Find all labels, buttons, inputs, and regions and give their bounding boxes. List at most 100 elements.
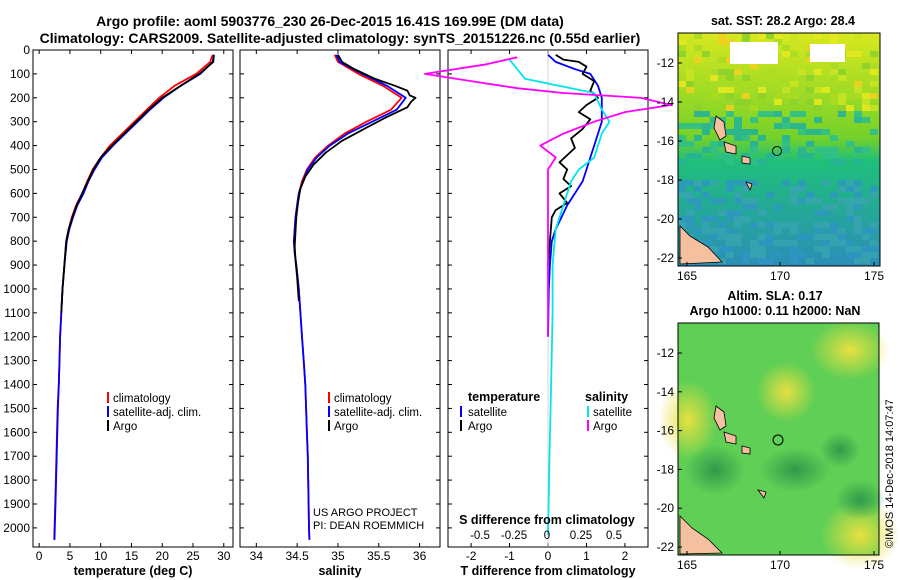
land-island — [723, 431, 737, 445]
sst-cell — [726, 240, 734, 246]
credit-line1: US ARGO PROJECT — [313, 507, 418, 519]
s-difference-ticks: -0.5 -0.25 0 0.25 0.5 — [470, 530, 622, 542]
depth-tick-label: 1700 — [3, 449, 30, 463]
legend-label-s-argo: Argo — [593, 421, 617, 433]
sst-cell — [734, 234, 742, 240]
map-y-tick-label: -16 — [657, 134, 675, 148]
sst-cell — [686, 180, 694, 186]
x-tick-label: 35 — [331, 549, 345, 563]
argo-location-marker — [772, 146, 782, 156]
sst-cell — [838, 198, 846, 204]
map-y-tick-label: -22 — [657, 540, 675, 554]
x-tick-label: 10 — [94, 549, 108, 563]
sla-high — [820, 500, 900, 570]
legend-swatch-argo — [328, 420, 330, 431]
s-tick-0: 0 — [544, 530, 550, 542]
sst-cell — [782, 87, 790, 93]
sst-cell — [694, 45, 702, 51]
depth-tick-label: 1000 — [3, 282, 30, 296]
depth-axis: 0 100 200 300 400 500 600 700 800 900 1000 1100 1200… — [3, 43, 30, 535]
sst-cell — [718, 228, 726, 234]
sst-cell — [726, 252, 734, 258]
sst-cell — [742, 135, 750, 141]
legend-title-temperature: temperature — [468, 390, 540, 404]
sla-map — [658, 320, 900, 570]
sst-cell — [726, 75, 734, 81]
sst-cell — [726, 87, 734, 93]
sst-missing-data — [810, 44, 845, 62]
sst-cell — [830, 75, 838, 81]
sst-cell — [686, 123, 694, 129]
series-s-satellite — [508, 59, 611, 536]
sst-cell — [750, 159, 758, 165]
sst-cell — [862, 81, 870, 87]
x-tick-label: 36 — [413, 549, 427, 563]
sst-cell — [750, 63, 758, 69]
sst-cell — [718, 210, 726, 216]
sst-cell — [806, 192, 814, 198]
sst-cell — [710, 75, 718, 81]
sst-cell — [814, 234, 822, 240]
sst-cell — [838, 69, 846, 75]
sst-cell — [750, 246, 758, 252]
sst-cell — [854, 222, 862, 228]
sst-cell — [806, 258, 814, 264]
sst-cell — [838, 93, 846, 99]
sst-cell — [686, 87, 694, 93]
depth-tick-label: 2000 — [3, 521, 30, 535]
sst-map-title: sat. SST: 28.2 Argo: 28.4 — [711, 14, 855, 28]
sst-cell — [750, 180, 758, 186]
sst-cell — [798, 198, 806, 204]
land-island — [745, 181, 753, 192]
legend-swatch-satellite — [107, 406, 109, 417]
sst-cell — [854, 87, 862, 93]
legend-label-t-satellite: satellite — [468, 407, 507, 419]
sst-cell — [862, 258, 870, 264]
credit-line2: PI: DEAN ROEMMICH — [313, 520, 424, 532]
sst-cell — [734, 87, 742, 93]
sst-cell — [694, 51, 702, 57]
sst-cell — [718, 258, 726, 264]
sst-cell — [726, 228, 734, 234]
sst-cell — [846, 93, 854, 99]
sst-cell — [798, 186, 806, 192]
sst-cell — [862, 234, 870, 240]
sst-cell — [678, 180, 686, 186]
map-y-tick-label: -20 — [657, 501, 675, 515]
sst-cell — [798, 111, 806, 117]
sst-cell — [822, 153, 830, 159]
temperature-axis-label: temperature (deg C) — [74, 564, 193, 578]
figure-title-line1: Argo profile: aoml 5903776_230 26-Dec-20… — [96, 13, 564, 29]
sst-cell — [790, 240, 798, 246]
sst-cell — [822, 210, 830, 216]
sst-cell — [846, 210, 854, 216]
series-t-satellite — [547, 54, 603, 337]
sst-cell — [814, 69, 822, 75]
sst-cell — [694, 105, 702, 111]
sst-cell — [718, 75, 726, 81]
sst-cell — [718, 57, 726, 63]
sst-cell — [862, 99, 870, 105]
sst-cell — [798, 180, 806, 186]
sst-cell — [790, 51, 798, 57]
sst-cell — [774, 252, 782, 258]
depth-tick-label: 1200 — [3, 330, 30, 344]
s-tick-minus-0.5: -0.5 — [470, 530, 490, 542]
depth-tick-label: 1800 — [3, 473, 30, 487]
sst-map-frame — [677, 32, 881, 267]
sst-cell — [814, 198, 822, 204]
sst-cell — [854, 186, 862, 192]
sst-cell — [862, 93, 870, 99]
sst-cell — [774, 228, 782, 234]
sst-cell — [806, 129, 814, 135]
series-t-argo — [547, 54, 599, 266]
sst-cell — [846, 240, 854, 246]
depth-tick-label: 1600 — [3, 425, 30, 439]
sst-cell — [814, 99, 822, 105]
sst-cell — [758, 252, 766, 258]
sst-cell — [790, 192, 798, 198]
map-x-tick-label: 170 — [770, 269, 790, 283]
sst-cell — [686, 198, 694, 204]
sst-cell — [774, 99, 782, 105]
map-y-tick-label: -16 — [657, 424, 675, 438]
